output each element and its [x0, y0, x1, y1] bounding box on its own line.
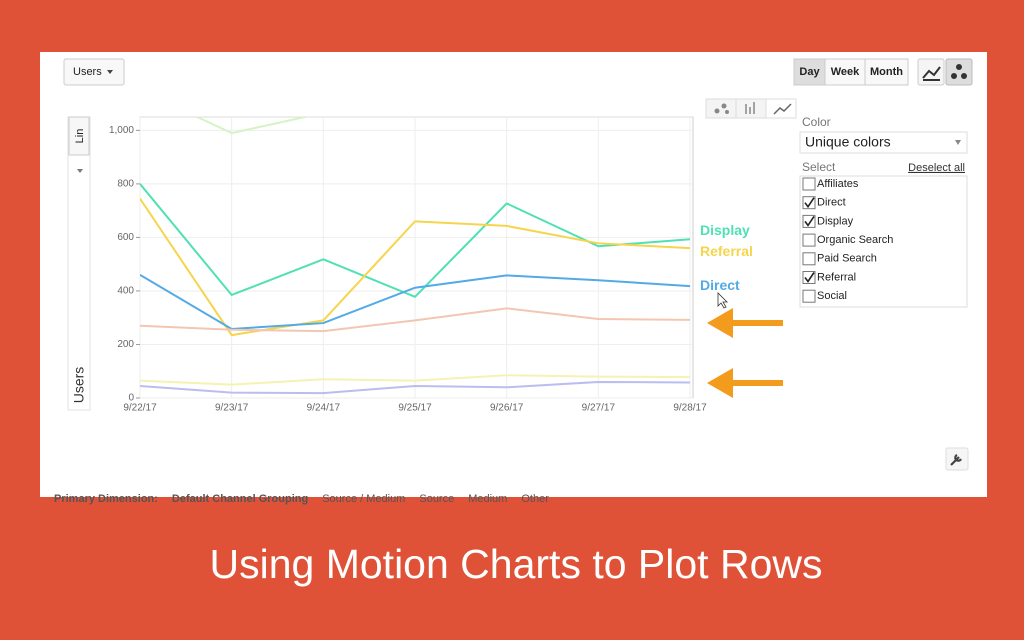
color-dropdown[interactable] [799, 131, 968, 154]
y-tick-label: 800 [117, 179, 134, 190]
item-label: Display [817, 215, 854, 227]
x-tick-label: 9/23/17 [215, 403, 249, 414]
arrow [707, 308, 783, 338]
cursor [717, 292, 728, 309]
axis-caret [77, 169, 83, 173]
bubble-icon [961, 73, 967, 79]
footer-tab[interactable]: Default Channel Grouping [172, 493, 308, 505]
line-icon [773, 103, 792, 115]
series-line [140, 374, 691, 386]
y-tick-label: 400 [117, 286, 134, 297]
icon-dot [714, 108, 720, 114]
checkmark [804, 197, 815, 209]
dropdown-caret [107, 70, 113, 74]
dropdown-caret [955, 140, 961, 145]
footer-tab[interactable]: Medium [468, 493, 507, 505]
y-tick-label: 0 [128, 393, 134, 404]
period-label: Day [799, 66, 820, 78]
item-label: Referral [817, 271, 856, 283]
scale-label: Lin [74, 129, 86, 144]
item-label: Paid Search [817, 253, 877, 265]
line-icon [922, 66, 941, 81]
icon-dot [721, 103, 727, 109]
footer-tab[interactable]: Source [419, 493, 454, 505]
color-option: Unique colors [805, 134, 891, 150]
series-label: Display [700, 222, 750, 238]
select-label: Select [802, 160, 836, 174]
footer-tab[interactable]: Other [521, 493, 549, 505]
y-tick-label: 600 [117, 232, 134, 243]
y-tick-label: 1,000 [109, 125, 134, 136]
item-label: Social [817, 290, 847, 302]
x-tick-label: 9/26/17 [490, 403, 524, 414]
bar-icon [745, 102, 755, 114]
checkbox[interactable] [802, 233, 816, 247]
bar-view-tab[interactable] [735, 98, 767, 119]
series-line [194, 117, 310, 135]
checkmark [804, 272, 815, 283]
item-label: Direct [817, 197, 846, 209]
checkbox[interactable] [802, 252, 816, 266]
bubble-view-tab[interactable] [705, 98, 737, 119]
x-tick-label: 9/24/17 [307, 403, 341, 414]
y-tick-label: 200 [117, 339, 134, 350]
item-label: Affiliates [817, 178, 859, 190]
period-button[interactable] [824, 58, 866, 86]
series-label: Direct [700, 277, 740, 293]
period-label: Week [831, 66, 860, 78]
motion-chart-button[interactable] [945, 58, 973, 86]
arrow [707, 368, 783, 398]
scale-selector[interactable] [68, 116, 90, 156]
x-tick-label: 9/27/17 [582, 403, 616, 414]
item-label: Organic Search [817, 234, 893, 246]
period-button[interactable] [864, 58, 909, 86]
x-tick-label: 9/28/17 [673, 403, 707, 414]
select-list [799, 175, 968, 308]
metric-label: Users [73, 66, 102, 78]
wrench-icon [950, 454, 962, 466]
x-tick-label: 9/25/17 [398, 403, 432, 414]
bubble-icon [951, 73, 957, 79]
y-axis-panel [67, 116, 91, 411]
series-line [140, 198, 691, 337]
footer-tab[interactable]: Source / Medium [322, 493, 405, 505]
color-label: Color [802, 115, 831, 129]
checkbox[interactable] [802, 289, 816, 303]
caption: Using Motion Charts to Plot Rows [210, 541, 823, 587]
series-label: Referral [700, 243, 753, 259]
deselect-all[interactable]: Deselect all [908, 162, 965, 174]
metric-dropdown[interactable] [63, 58, 125, 86]
period-label: Month [870, 66, 903, 78]
series-line [140, 307, 691, 333]
bubble-icon [956, 64, 962, 70]
footer-tab: Primary Dimension: [54, 493, 158, 505]
series-line [140, 380, 691, 395]
series-line [140, 183, 691, 299]
x-tick-label: 9/22/17 [123, 403, 157, 414]
icon-dot [725, 110, 729, 114]
checkbox[interactable] [802, 177, 816, 191]
checkmark [804, 215, 815, 227]
y-axis-label: Users [71, 367, 87, 404]
